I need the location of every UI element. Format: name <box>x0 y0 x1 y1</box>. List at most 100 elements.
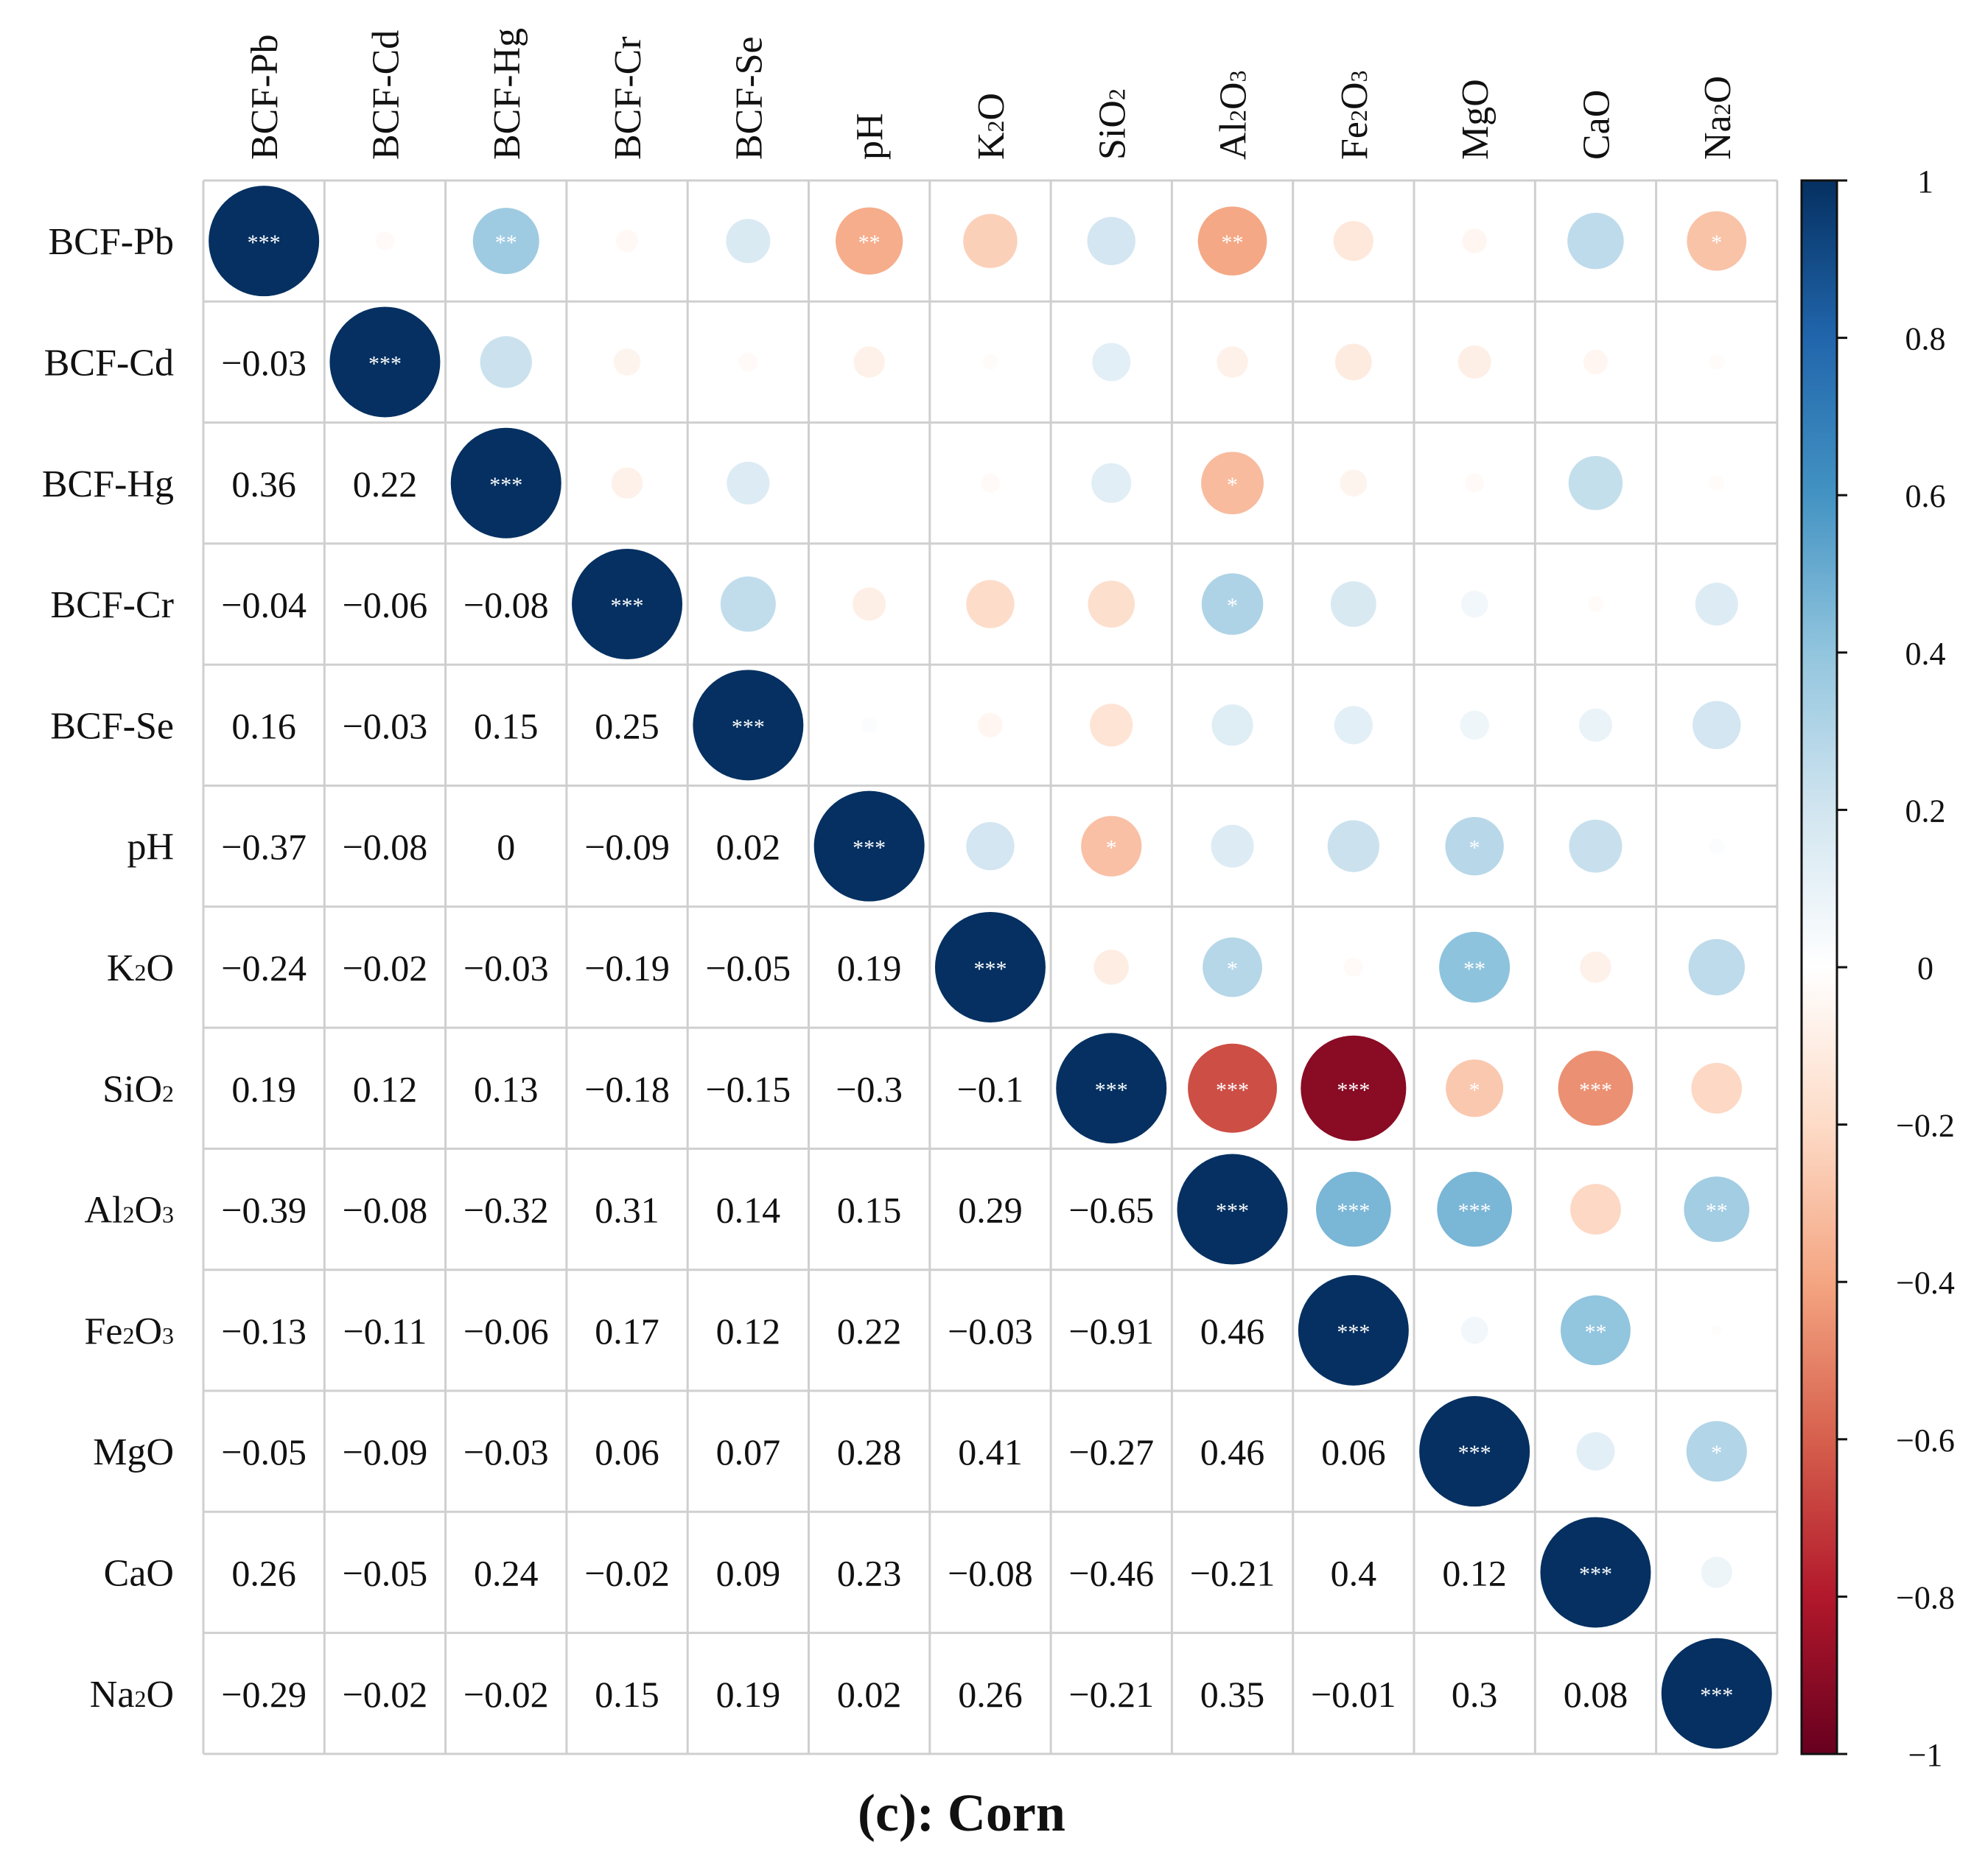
correlation-value-label: −0.05 <box>343 1552 428 1593</box>
correlation-circle <box>1419 1396 1530 1507</box>
correlation-value-label: 0.06 <box>595 1431 659 1473</box>
matrix-cell <box>1051 1512 1172 1633</box>
correlation-value-label: 0.12 <box>1442 1552 1507 1593</box>
correlation-circle <box>738 352 758 372</box>
correlation-circle <box>472 208 539 275</box>
correlation-circle <box>1188 1043 1278 1133</box>
correlation-value-label: −0.08 <box>463 584 549 625</box>
correlation-circle <box>1315 1171 1391 1247</box>
correlation-circle <box>1465 473 1485 493</box>
correlation-value-label: −0.27 <box>1068 1431 1154 1473</box>
correlation-circle <box>1460 710 1489 740</box>
matrix-cell <box>203 422 325 544</box>
row-label: BCF-Hg <box>42 463 174 505</box>
matrix-cell <box>566 1269 688 1391</box>
matrix-cell <box>203 785 325 907</box>
correlation-value-label: 0.19 <box>837 947 902 989</box>
correlation-value-label: 0.09 <box>716 1552 781 1593</box>
matrix-cell <box>566 1632 688 1754</box>
correlation-value-label: 0.23 <box>837 1552 902 1593</box>
correlation-value-label: 0.13 <box>474 1068 539 1109</box>
colorbar-gradient <box>1800 179 1838 1755</box>
matrix-cell <box>1172 1391 1293 1512</box>
correlation-circle <box>1576 1432 1615 1471</box>
matrix-cell <box>445 1391 567 1512</box>
significance-label: ** <box>858 231 881 255</box>
correlation-value-label: −0.04 <box>221 584 307 625</box>
correlation-value-label: 0.22 <box>353 463 418 505</box>
matrix-cell <box>687 1028 809 1149</box>
correlation-circle <box>1460 590 1488 618</box>
correlation-circle <box>1439 931 1511 1003</box>
significance-label: *** <box>248 231 281 255</box>
correlation-value-label: 0.28 <box>837 1431 902 1473</box>
matrix-cell <box>687 906 809 1028</box>
colorbar-tick-label: −0.8 <box>1896 1579 1955 1615</box>
correlation-circle <box>1088 580 1135 628</box>
correlation-value-label: 0.46 <box>1200 1431 1265 1473</box>
correlation-value-label: −0.65 <box>1068 1190 1154 1231</box>
matrix-cell <box>929 1148 1051 1270</box>
colorbar-tick-label: −0.6 <box>1896 1422 1955 1459</box>
correlation-circle <box>966 821 1015 871</box>
matrix-cell <box>1292 1632 1414 1754</box>
matrix-cell <box>1051 1269 1172 1391</box>
correlation-circle <box>963 214 1018 268</box>
column-label: Fe2O3 <box>1334 70 1376 160</box>
significance-label: *** <box>1458 1441 1491 1465</box>
matrix-cell <box>929 1028 1051 1149</box>
column-label: BCF-Pb <box>244 34 286 160</box>
correlation-circle <box>611 467 643 499</box>
column-label: BCF-Se <box>728 36 770 160</box>
correlation-circle <box>1343 957 1363 977</box>
matrix-cell <box>324 785 446 907</box>
correlation-value-label: 0.17 <box>595 1311 659 1352</box>
matrix-cell <box>1414 1512 1536 1633</box>
matrix-cell <box>1292 1512 1414 1633</box>
matrix-cell <box>566 1028 688 1149</box>
matrix-cell <box>1051 1632 1172 1754</box>
correlation-circle <box>978 712 1003 738</box>
correlation-circle <box>450 427 561 538</box>
correlation-value-label: −0.15 <box>705 1068 791 1109</box>
correlation-value-label: −0.02 <box>343 1674 428 1715</box>
significance-label: *** <box>973 957 1007 981</box>
significance-label: * <box>1227 594 1238 618</box>
matrix-cell <box>1535 1632 1656 1754</box>
correlation-circle <box>1709 354 1725 371</box>
significance-label: *** <box>1700 1683 1733 1708</box>
correlation-circle <box>1695 583 1738 626</box>
correlation-circle <box>853 346 885 378</box>
matrix-cell <box>687 1148 809 1270</box>
correlation-value-label: −0.03 <box>463 947 549 989</box>
significance-label: *** <box>1337 1320 1370 1344</box>
matrix-cell <box>1051 1391 1172 1512</box>
column-label: K2O <box>970 93 1012 160</box>
correlation-circle <box>1217 346 1248 378</box>
correlation-circle <box>1684 1176 1750 1242</box>
matrix-cell <box>324 1632 446 1754</box>
correlation-circle <box>1197 206 1267 276</box>
significance-label: *** <box>1337 1199 1370 1224</box>
significance-label: ** <box>1584 1320 1606 1344</box>
correlation-circle <box>613 348 641 376</box>
correlation-circle <box>1081 815 1142 877</box>
row-label: BCF-Cr <box>50 584 174 626</box>
correlation-value-label: 0.08 <box>1564 1674 1628 1715</box>
column-label: BCF-Hg <box>486 28 528 160</box>
correlation-circle <box>727 461 770 505</box>
matrix-cell <box>203 664 325 786</box>
correlation-circle <box>1093 950 1129 985</box>
correlation-value-label: −0.05 <box>705 947 791 989</box>
correlation-value-label: 0.19 <box>231 1068 296 1109</box>
correlation-circle <box>1211 704 1253 746</box>
significance-label: ** <box>495 231 517 255</box>
matrix-grid <box>202 179 1779 1755</box>
significance-label: *** <box>1095 1078 1128 1102</box>
row-label: Fe2O3 <box>84 1311 174 1352</box>
correlation-circle <box>1177 1154 1288 1265</box>
matrix-cell <box>566 664 688 786</box>
significance-label: * <box>1469 836 1480 860</box>
correlation-circle <box>861 717 878 733</box>
correlation-circle <box>572 549 683 660</box>
